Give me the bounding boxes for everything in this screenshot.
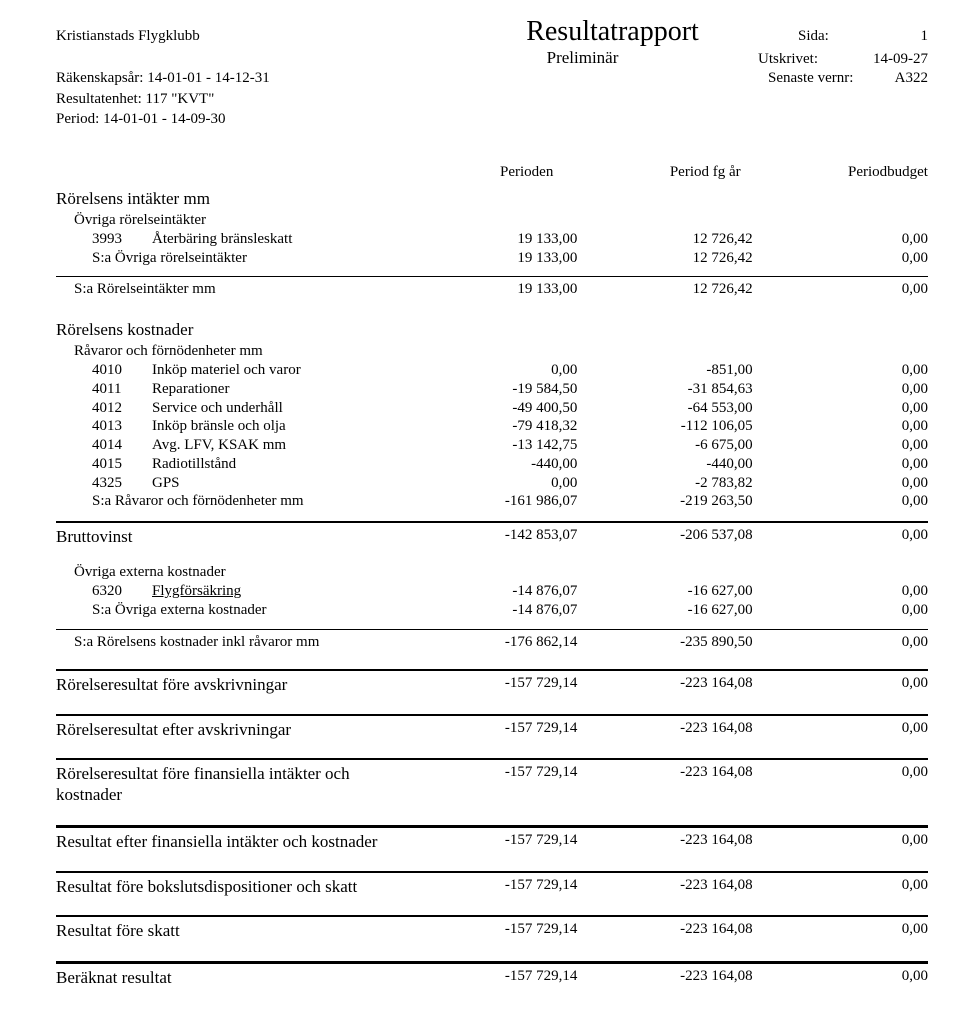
res-before-depr: Rörelseresultat före avskrivningar -157 … [56,674,928,695]
divider [56,629,928,630]
colhead-period-fg-ar: Period fg år [553,163,740,182]
res-before-fin: Rörelseresultat före finansiella intäkte… [56,763,928,806]
row-label-underlined: Flygförsäkring [152,582,402,601]
gross-profit: Bruttovinst -142 853,07 -206 537,08 0,00 [56,526,928,547]
report-title: Resultatrapport [427,14,798,49]
vernr-label: Senaste vernr: [768,69,868,88]
row-4010: 4010 Inköp materiel och varor 0,00 -851,… [56,361,928,380]
res-calculated: Beräknat resultat -157 729,14 -223 164,0… [56,967,928,988]
divider [56,915,928,917]
sum-v1: 19 133,00 [402,249,577,268]
page-label: Sida: [798,27,858,46]
sum-v1: 19 133,00 [402,280,577,299]
group-other-income: Övriga rörelseintäkter [56,211,928,230]
row-4014: 4014 Avg. LFV, KSAK mm -13 142,75 -6 675… [56,436,928,455]
divider [56,871,928,873]
row-4011: 4011 Reparationer -19 584,50 -31 854,63 … [56,380,928,399]
divider [56,521,928,523]
colhead-periodbudget: Periodbudget [741,163,928,182]
sum-v2: 12 726,42 [577,280,752,299]
sum-costs-incl: S:a Rörelsens kostnader inkl råvaror mm … [56,633,928,652]
group-external: Övriga externa kostnader [56,563,928,582]
sum-external: S:a Övriga externa kostnader -14 876,07 … [56,601,928,620]
divider [56,276,928,277]
period: Period: 14-01-01 - 14-09-30 [56,110,928,129]
divider-heavy [56,825,928,828]
res-after-depr: Rörelseresultat efter avskrivningar -157… [56,719,928,740]
printed-label: Utskrivet: [758,50,838,69]
divider [56,669,928,671]
page-number: 1 [858,27,928,46]
colhead-perioden: Perioden [366,163,553,182]
section-costs: Rörelsens kostnader [56,319,928,340]
vernr-value: A322 [868,69,928,88]
fiscal-year: Räkenskapsår: 14-01-01 - 14-12-31 [56,69,412,88]
divider-heavy [56,961,928,964]
row-4012: 4012 Service och underhåll -49 400,50 -6… [56,399,928,418]
sum-label: S:a Rörelseintäkter mm [74,280,402,299]
sum-raw: S:a Råvaror och förnödenheter mm -161 98… [56,492,928,511]
res-after-fin: Resultat efter finansiella intäkter och … [56,831,928,852]
res-before-tax: Resultat före bokslutsdispositioner och … [56,876,928,897]
divider [56,758,928,760]
sum-v3: 0,00 [753,249,928,268]
sum-income: S:a Rörelseintäkter mm 19 133,00 12 726,… [56,280,928,299]
printed-date: 14-09-27 [838,50,928,69]
row-3993: 3993 Återbäring bränsleskatt 19 133,00 1… [56,230,928,249]
row-label: Återbäring bränsleskatt [152,230,402,249]
report-subtitle: Preliminär [407,47,758,68]
result-unit: Resultatenhet: 117 "KVT" [56,90,928,109]
row-v1: 19 133,00 [402,230,577,249]
sum-v2: 12 726,42 [577,249,752,268]
sum-other-income: S:a Övriga rörelseintäkter 19 133,00 12 … [56,249,928,268]
res-pretax: Resultat före skatt -157 729,14 -223 164… [56,920,928,941]
row-v2: 12 726,42 [577,230,752,249]
sum-v3: 0,00 [753,280,928,299]
section-income: Rörelsens intäkter mm [56,188,928,209]
column-headers: Perioden Period fg år Periodbudget [56,163,928,182]
row-4325: 4325 GPS 0,00 -2 783,82 0,00 [56,474,928,493]
row-code: 3993 [92,230,152,249]
group-raw: Råvaror och förnödenheter mm [56,342,928,361]
row-v3: 0,00 [753,230,928,249]
row-6320: 6320 Flygförsäkring -14 876,07 -16 627,0… [56,582,928,601]
row-4013: 4013 Inköp bränsle och olja -79 418,32 -… [56,417,928,436]
sum-label: S:a Övriga rörelseintäkter [92,249,402,268]
divider [56,714,928,716]
row-4015: 4015 Radiotillstånd -440,00 -440,00 0,00 [56,455,928,474]
company-name: Kristianstads Flygklubb [56,27,427,46]
